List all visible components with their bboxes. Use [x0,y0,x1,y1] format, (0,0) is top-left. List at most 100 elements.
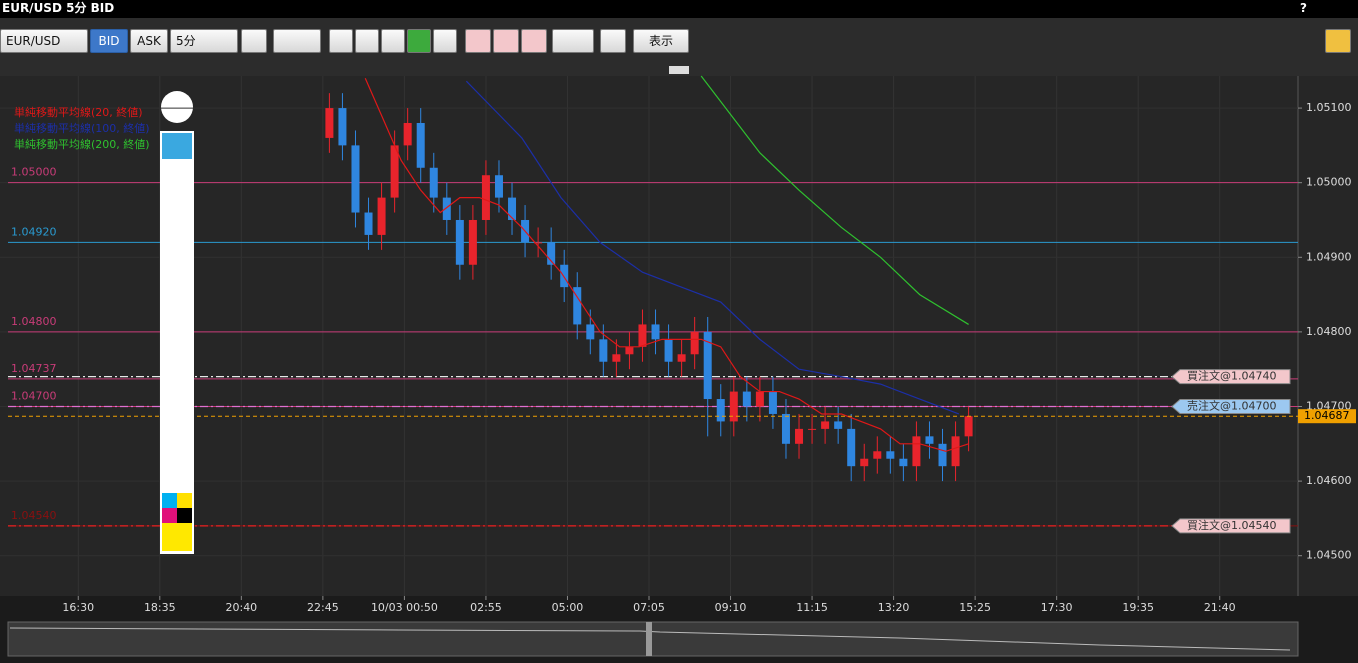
eye-tool[interactable] [162,133,192,159]
candle-body [873,451,882,459]
candle-body [781,413,790,444]
x-tick-label: 07:05 [633,601,665,614]
order-button[interactable] [465,29,491,53]
candle-body [455,219,464,265]
candle-body [690,331,699,355]
candle-body [729,391,738,422]
order-button[interactable] [493,29,519,53]
order-button[interactable] [521,29,547,53]
bid-button[interactable]: BID [90,29,128,53]
help-button[interactable]: ? [1300,1,1307,15]
candle-body [742,391,751,407]
candle-body [599,339,608,362]
price-level-label: 1.05000 [11,166,57,179]
y-tick-label: 1.04800 [1306,325,1352,338]
candle-body [795,428,804,444]
current-price-tag [1298,409,1356,424]
price-level-label: 1.04737 [11,362,57,375]
candle-body [847,428,856,467]
view-button[interactable]: 表示 [633,29,689,53]
price-level-label: 1.04700 [11,390,57,403]
candle-body [951,436,960,467]
collapse-button[interactable] [669,66,689,74]
draw-button[interactable] [552,29,594,53]
order-label: 売注文@1.04700 [1187,399,1277,413]
candle-body [560,264,569,288]
timeframe-select[interactable]: 5分 [170,29,238,53]
legend-entry: 単純移動平均線(100, 終値) [14,121,150,135]
candle-body [351,145,360,213]
x-tick-label: 22:45 [307,601,339,614]
moving-average [700,75,969,325]
zoom-in-button[interactable] [329,29,353,53]
color-swatch[interactable] [177,508,192,523]
x-tick-label: 16:30 [62,601,94,614]
chart-type-button[interactable] [273,29,321,53]
candle-body [755,391,764,407]
price-level-label: 1.04540 [11,509,57,522]
price-level-label: 1.04920 [11,225,57,238]
candle-body [834,421,843,429]
candle-body [638,324,647,347]
candle-body [481,175,490,220]
x-axis-area [0,596,1358,620]
pen-tool-button[interactable] [161,91,193,123]
legend-entry: 単純移動平均線(20, 終値) [14,105,143,119]
color-swatch[interactable] [177,493,192,508]
symbol-select[interactable]: EUR/USD [0,29,88,53]
color-swatch[interactable] [162,493,177,508]
candle-body [468,219,477,265]
plot: 16:30 18:35 20:40 22:45 10/03 00:50 02:55 05:0… [0,75,1356,614]
overview-handle[interactable] [646,622,652,656]
candle-body [377,197,386,235]
candle-body [625,346,634,355]
candle-body [586,324,595,340]
zoom-out-button[interactable] [355,29,379,53]
candle-body [573,287,582,325]
color-swatch[interactable] [162,523,192,551]
candle-body [390,145,399,198]
tool-button[interactable] [433,29,457,53]
ask-button[interactable]: ASK [130,29,168,53]
toolbar: EUR/USD BID ASK 5分 表示 [0,18,1358,66]
candle-body [364,212,373,235]
candle-body [703,331,712,400]
x-tick-label: 09:10 [715,601,747,614]
x-tick-label: 19:35 [1122,601,1154,614]
candle-body [716,399,725,422]
y-axis-area [1298,76,1358,596]
y-tick-label: 1.05100 [1306,101,1352,114]
candle-body [651,324,660,340]
candle-body [938,443,947,467]
x-tick-label: 13:20 [878,601,910,614]
y-tick-label: 1.04500 [1306,549,1352,562]
candle-body [899,458,908,467]
tool-button[interactable] [381,29,405,53]
order-tag [1171,399,1291,415]
tool-button[interactable] [407,29,431,53]
y-tick-label: 1.04900 [1306,250,1352,263]
settings-button[interactable] [1325,29,1351,53]
candle-body [768,391,777,414]
x-tick-label: 11:15 [796,601,828,614]
candle-body [508,197,517,220]
candle-body [429,167,438,198]
candle-body [338,108,347,146]
x-tick-label: 10/03 00:50 [371,601,438,614]
tool-button[interactable] [600,29,626,53]
candle-body [612,354,621,362]
candle-body [403,123,412,146]
moving-average [364,77,969,452]
tool-button[interactable] [241,29,267,53]
order-tag [1171,518,1291,534]
legend-entry: 単純移動平均線(200, 終値) [14,137,150,151]
color-swatch[interactable] [162,508,177,523]
candle-body [677,354,686,362]
x-tick-label: 15:25 [959,601,991,614]
candle-body [860,458,869,467]
title-bar: EUR/USD 5分 BID ? [0,0,1358,18]
candle-body [325,108,334,138]
y-tick-label: 1.05000 [1306,176,1352,189]
